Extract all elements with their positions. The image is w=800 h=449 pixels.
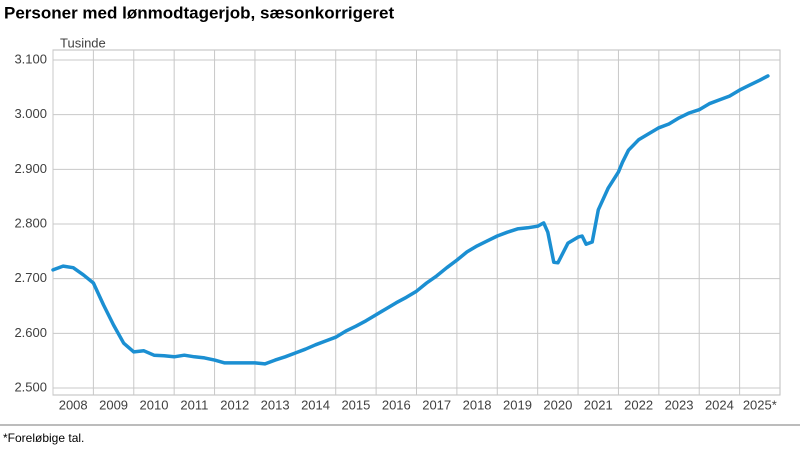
- x-tick-label: 2025*: [743, 397, 777, 412]
- x-tick-label: 2024: [705, 397, 734, 412]
- x-tick-label: 2019: [503, 397, 532, 412]
- x-tick-label: 2010: [140, 397, 169, 412]
- x-tick-label: 2008: [59, 397, 88, 412]
- x-tick-label: 2018: [463, 397, 492, 412]
- x-tick-label: 2012: [220, 397, 249, 412]
- x-tick-label: 2017: [422, 397, 451, 412]
- y-tick-label: 2.800: [14, 215, 47, 230]
- y-tick-label: 2.700: [14, 270, 47, 285]
- data-line: [51, 74, 770, 366]
- x-tick-label: 2022: [624, 397, 653, 412]
- y-tick-label: 2.900: [14, 161, 47, 176]
- x-tick-label: 2014: [301, 397, 330, 412]
- x-tick-label: 2020: [543, 397, 572, 412]
- y-tick-label: 3.100: [14, 51, 47, 66]
- y-axis-label: Tusinde: [60, 35, 106, 50]
- chart-title: Personer med lønmodtagerjob, sæsonkorrig…: [4, 3, 394, 22]
- y-tick-label: 2.600: [14, 325, 47, 340]
- x-tick-label: 2015: [341, 397, 370, 412]
- x-tick-label: 2013: [261, 397, 290, 412]
- x-tick-label: 2009: [99, 397, 128, 412]
- x-tick-label: 2023: [665, 397, 694, 412]
- x-tick-label: 2021: [584, 397, 613, 412]
- y-tick-label: 2.500: [14, 379, 47, 394]
- footnote: *Foreløbige tal.: [3, 431, 84, 445]
- x-tick-label: 2011: [180, 397, 208, 412]
- y-tick-label: 3.000: [14, 106, 47, 121]
- x-tick-label: 2016: [382, 397, 411, 412]
